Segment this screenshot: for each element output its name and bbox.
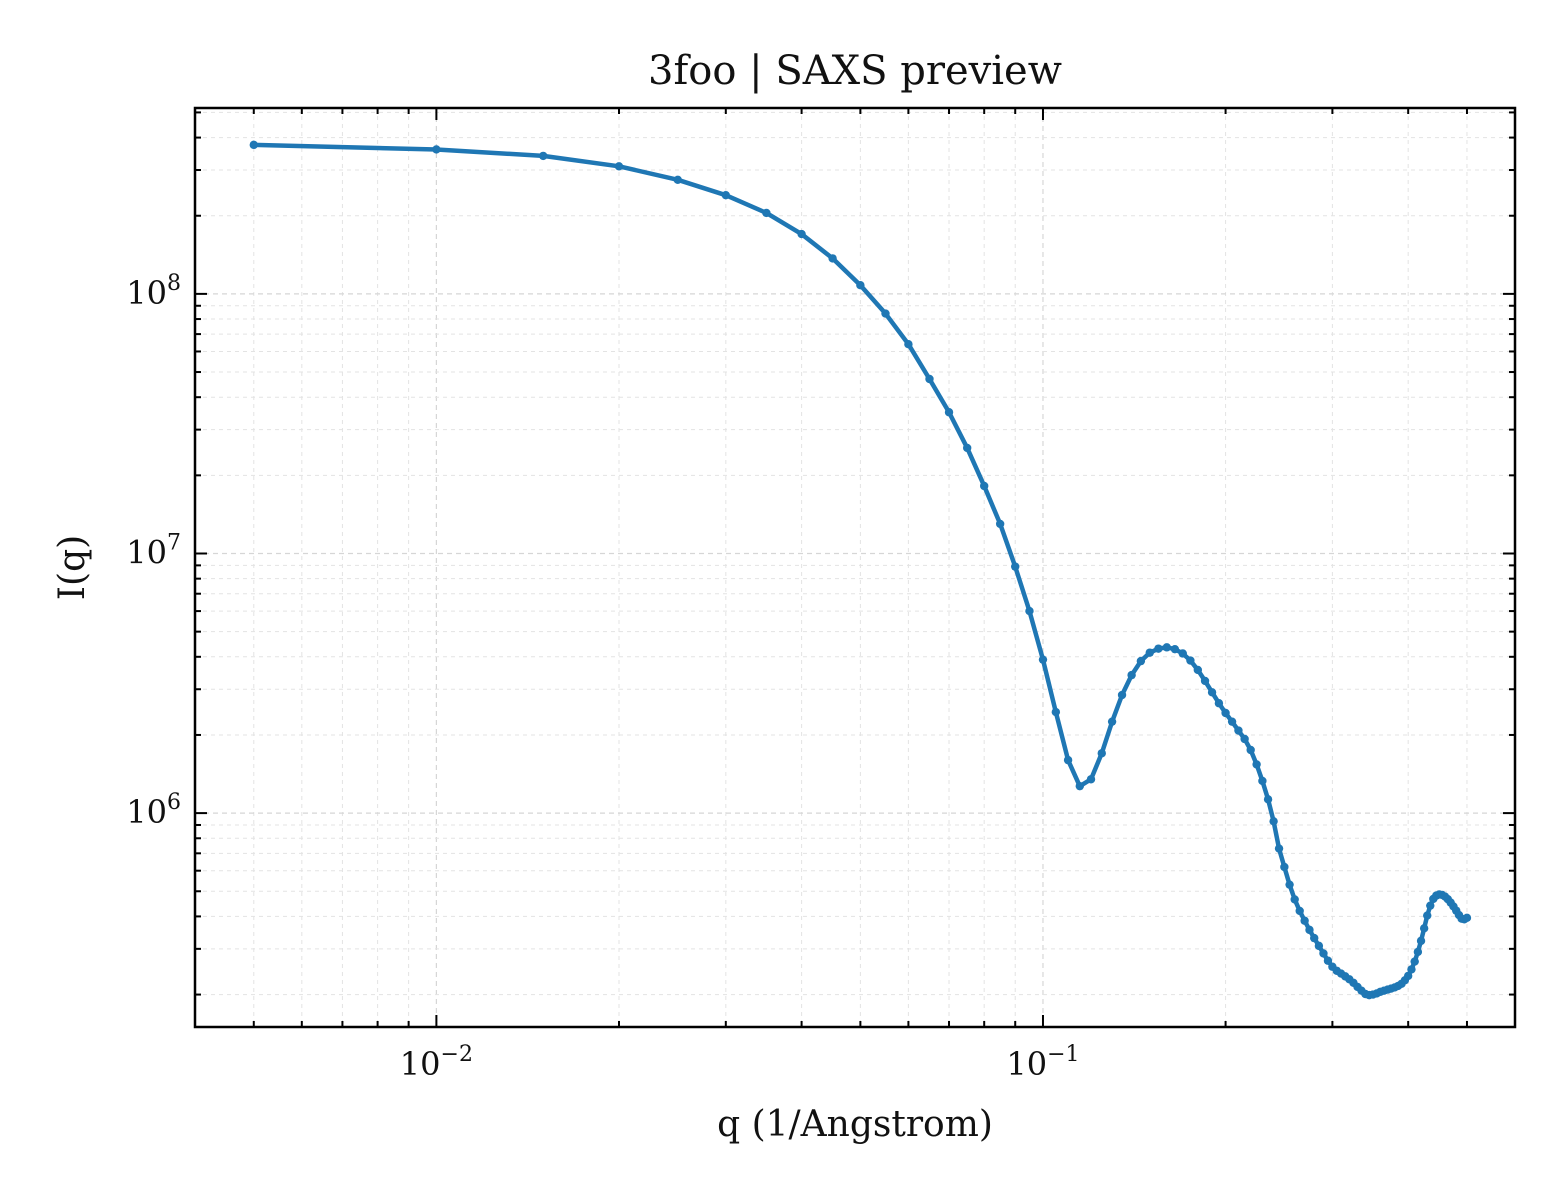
y-tick-label: 107	[126, 530, 181, 571]
x-axis-label: q (1/Angstrom)	[717, 1104, 993, 1145]
data-point	[1186, 656, 1195, 665]
data-point	[1280, 862, 1289, 872]
x-tick-base: 10	[400, 1045, 441, 1083]
data-point	[1227, 717, 1237, 726]
data-point	[721, 190, 731, 200]
data-point	[1403, 971, 1413, 981]
data-point	[673, 175, 682, 185]
data-point	[1319, 949, 1328, 958]
grid	[194, 108, 1515, 1027]
data-point	[828, 254, 837, 263]
data-point	[925, 374, 934, 384]
data-point	[1290, 895, 1299, 904]
data-point	[1136, 656, 1146, 666]
data-point	[995, 519, 1005, 529]
y-tick-base: 10	[126, 274, 167, 312]
data-point	[944, 408, 954, 417]
data-point	[1025, 606, 1034, 616]
series-markers	[249, 140, 1472, 1000]
data-point	[1214, 699, 1224, 708]
data-point	[1274, 844, 1284, 853]
data-point	[1305, 925, 1314, 935]
y-tick-exponent: 6	[167, 790, 181, 815]
data-point	[1200, 676, 1210, 686]
data-point	[979, 481, 989, 491]
data-point	[1117, 690, 1127, 700]
data-point	[539, 151, 548, 161]
data-point	[1410, 957, 1419, 966]
y-tick-label: 106	[126, 790, 181, 831]
data-point	[1207, 688, 1217, 697]
data-point	[1240, 734, 1249, 744]
data-point	[1075, 781, 1084, 791]
data-point	[1145, 648, 1154, 657]
data-point	[1423, 911, 1432, 920]
data-point	[1426, 901, 1435, 910]
data-point	[249, 140, 258, 150]
data-point	[1407, 965, 1416, 974]
data-point	[904, 340, 913, 349]
y-tick-exponent: 8	[167, 271, 181, 296]
data-point	[1086, 775, 1096, 784]
data-point	[1038, 655, 1048, 664]
data-point	[1097, 749, 1106, 758]
data-point	[1162, 643, 1171, 652]
y-tick-exponent: 7	[167, 530, 181, 555]
data-point	[1051, 707, 1061, 717]
data-point	[1258, 776, 1267, 786]
data-point	[881, 309, 890, 318]
series-line-group	[251, 142, 1470, 998]
data-point	[1416, 936, 1426, 946]
data-point	[1154, 644, 1163, 653]
data-point	[1310, 933, 1319, 943]
data-point	[1300, 916, 1309, 925]
chart-title: 3foo | SAXS preview	[648, 48, 1062, 94]
data-point	[856, 281, 865, 290]
data-point	[1127, 670, 1136, 680]
data-point	[1193, 665, 1203, 675]
series-line	[251, 142, 1470, 998]
data-point	[1295, 906, 1304, 916]
y-tick-base: 10	[126, 793, 167, 831]
data-point	[1419, 924, 1429, 933]
data-point	[1178, 649, 1187, 658]
x-tick-exponent: −2	[441, 1042, 473, 1067]
x-tick-label: 10−1	[1006, 1042, 1079, 1083]
y-axis-label: I(q)	[52, 535, 93, 600]
data-point	[797, 229, 806, 239]
y-tick-base: 10	[126, 533, 167, 571]
axis-ticks	[194, 108, 1515, 1027]
data-point	[1314, 941, 1324, 951]
data-point	[432, 145, 441, 154]
data-point	[1263, 795, 1273, 804]
data-point	[1323, 956, 1333, 965]
x-tick-exponent: −1	[1047, 1042, 1079, 1067]
data-point	[1269, 817, 1278, 826]
data-point	[1234, 726, 1243, 735]
data-point	[962, 443, 972, 453]
data-point	[1246, 745, 1255, 755]
data-point	[614, 162, 624, 171]
x-tick-base: 10	[1006, 1045, 1047, 1083]
data-point	[1170, 644, 1180, 654]
data-point	[1285, 880, 1294, 889]
data-point	[1221, 708, 1230, 718]
data-point	[1011, 562, 1020, 571]
x-tick-label: 10−2	[400, 1042, 473, 1083]
data-point	[1413, 947, 1423, 957]
data-point	[762, 208, 771, 218]
y-tick-label: 108	[126, 271, 181, 312]
data-point	[1462, 913, 1472, 923]
plot-frame	[193, 106, 1517, 1029]
data-point	[1252, 760, 1261, 769]
data-point	[1107, 717, 1117, 726]
data-point	[1063, 755, 1073, 765]
